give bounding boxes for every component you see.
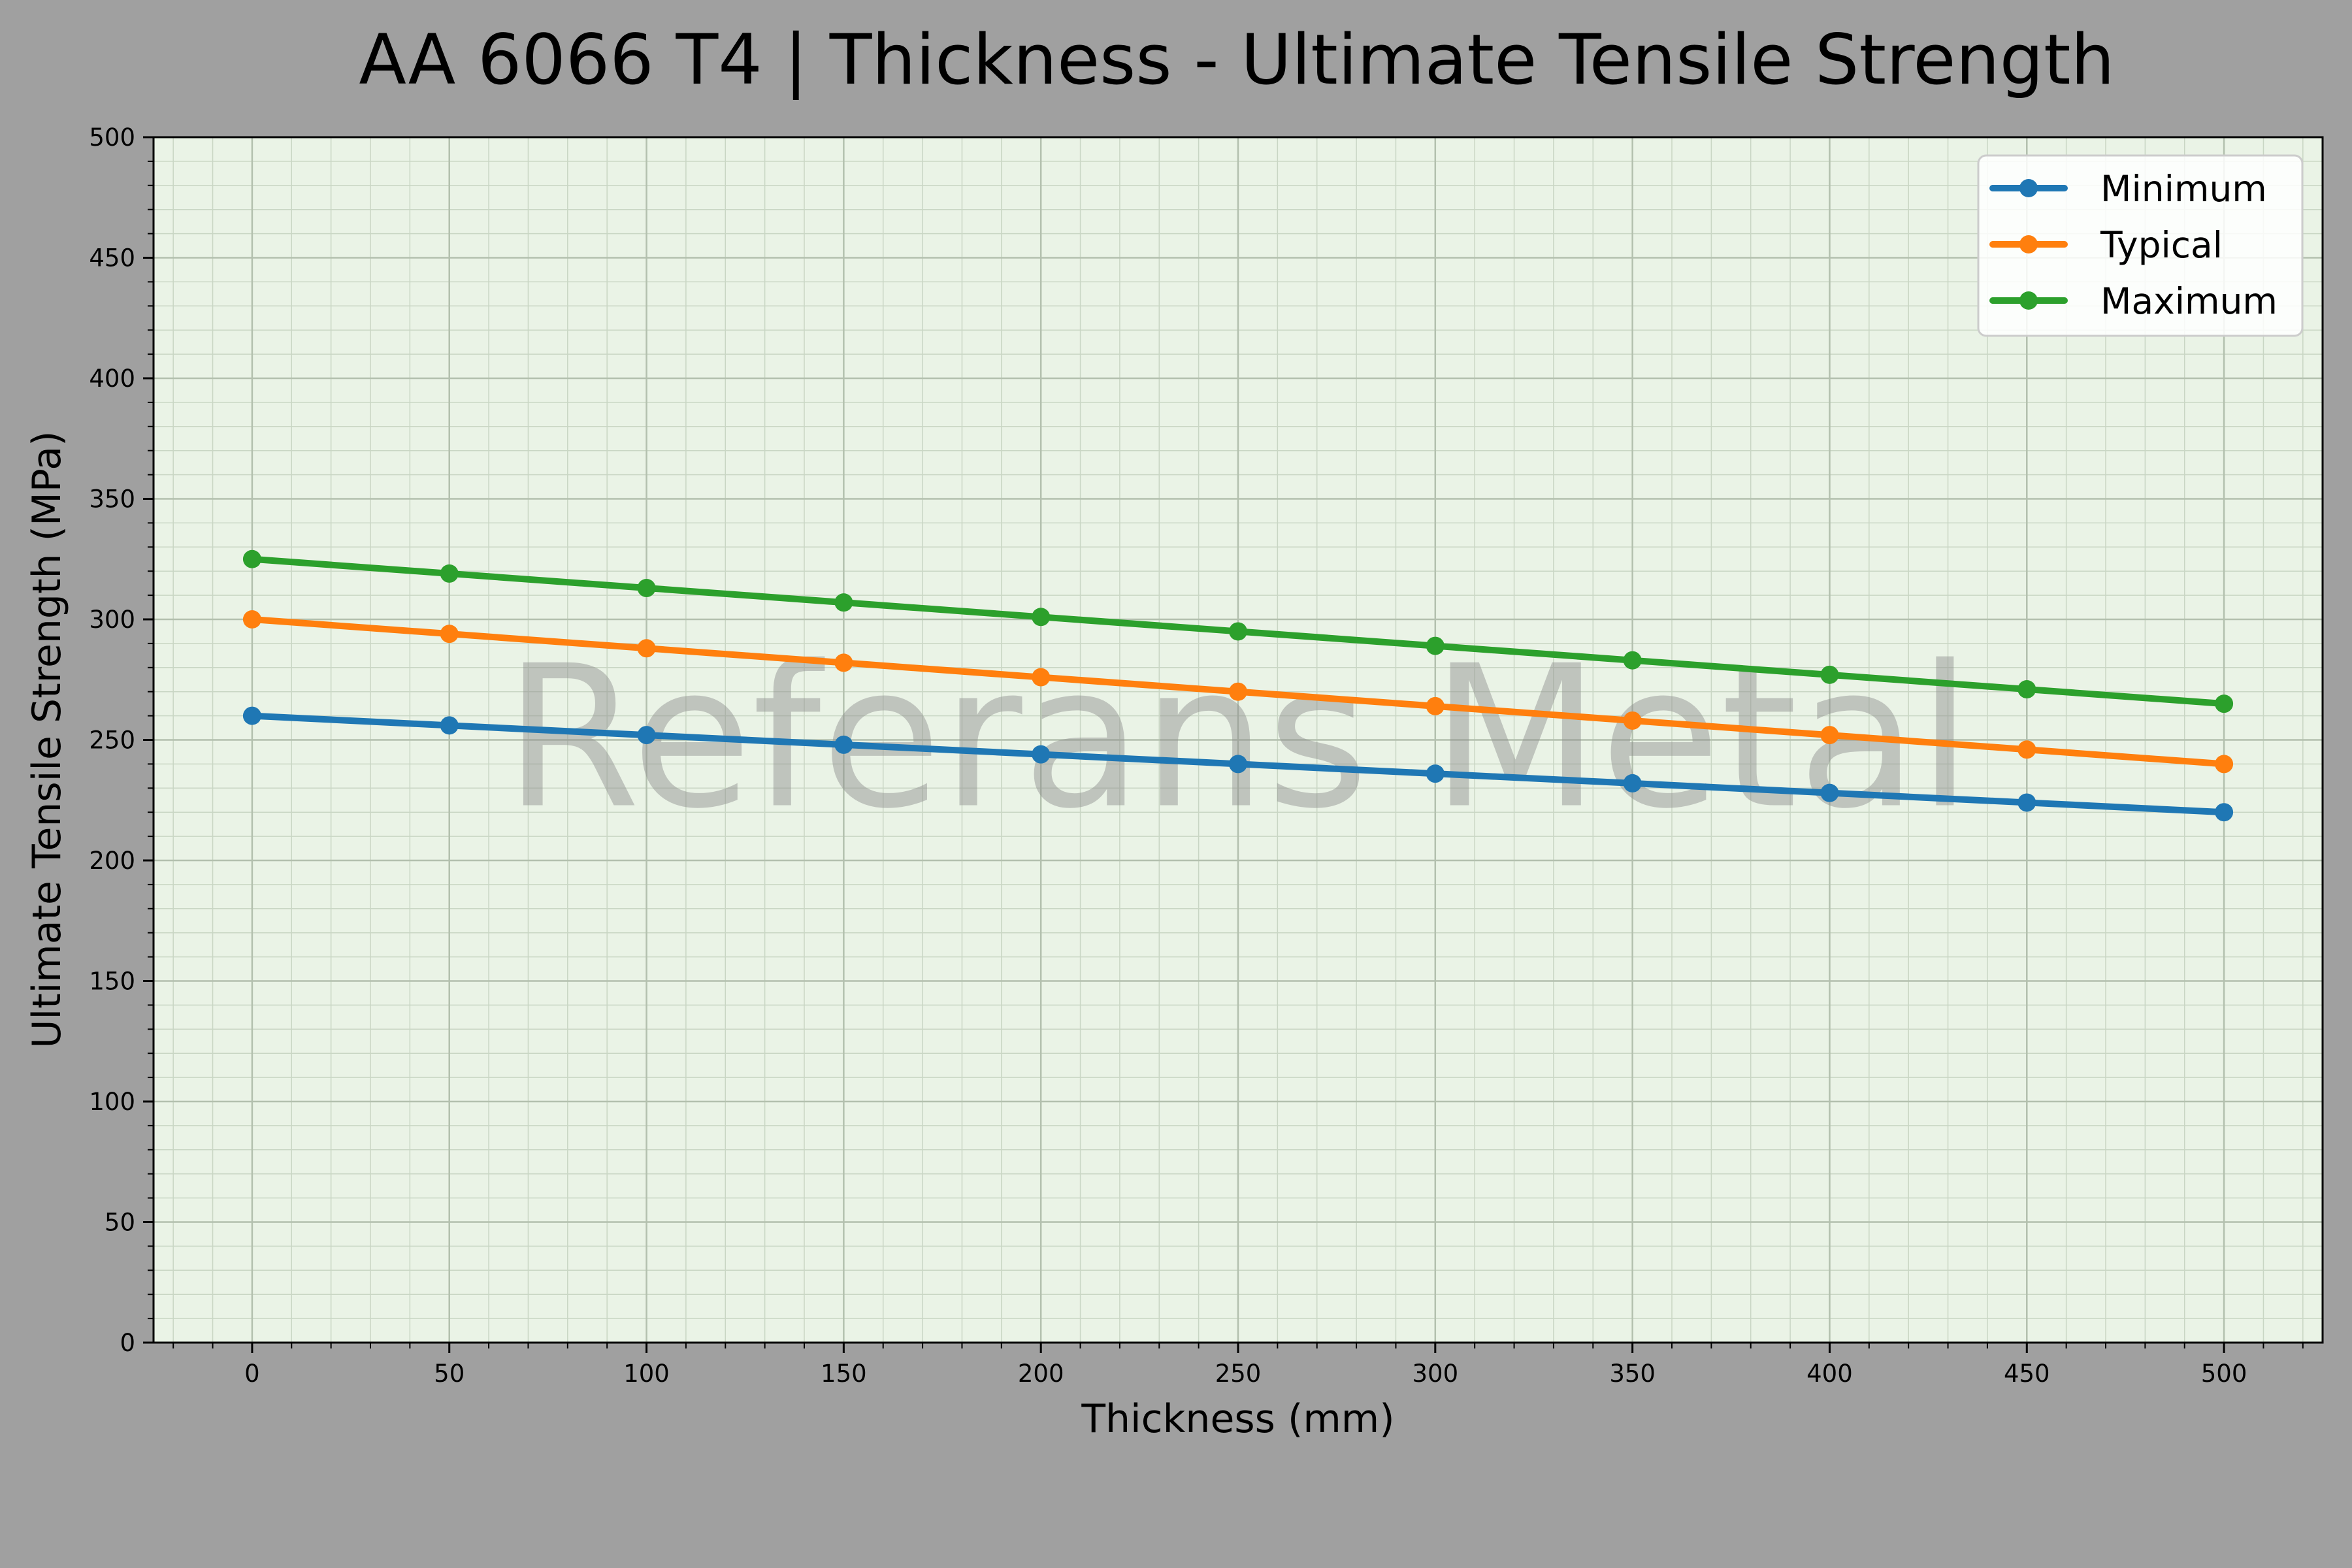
series-minimum: [242, 706, 2234, 822]
data-point-typical: [2215, 755, 2234, 774]
data-point-typical: [1032, 668, 1051, 687]
data-point-typical: [2017, 740, 2036, 759]
x-axis-label: Thickness (mm): [1081, 1396, 1394, 1442]
data-point-minimum: [1032, 745, 1051, 764]
x-tick-label: 150: [821, 1360, 867, 1388]
data-point-minimum: [440, 716, 459, 735]
plot-area: Referans Metal 0 50 100 150 200 250 300 350 400 4…: [89, 123, 2324, 1388]
y-tick-label: 500: [89, 123, 135, 152]
data-point-minimum: [637, 726, 656, 745]
series-layer: [242, 549, 2234, 822]
x-tick-label: 0: [244, 1360, 260, 1388]
axis-tick-labels: 0 50 100 150 200 250 300 350 400 450 500 0 50 100 150 2…: [89, 123, 2247, 1388]
data-point-typical: [440, 625, 459, 644]
y-tick-label: 100: [89, 1088, 135, 1116]
data-point-typical: [1623, 711, 1642, 730]
data-point-maximum: [834, 593, 853, 612]
legend-label: Typical: [2100, 224, 2223, 266]
data-point-maximum: [1623, 651, 1642, 670]
y-tick-label: 400: [89, 365, 135, 393]
legend-label: Maximum: [2100, 280, 2278, 322]
y-tick-label: 450: [89, 244, 135, 272]
data-point-maximum: [2215, 694, 2234, 713]
legend: Minimum Typical Maximum: [1977, 154, 2304, 337]
legend-item-maximum: Maximum: [1989, 280, 2278, 322]
legend-item-typical: Typical: [1989, 224, 2223, 266]
x-tick-label: 500: [2201, 1360, 2247, 1388]
legend-item-minimum: Minimum: [1989, 168, 2267, 210]
data-point-minimum: [2017, 793, 2036, 812]
data-point-maximum: [1229, 622, 1247, 641]
x-tick-label: 450: [2004, 1360, 2050, 1388]
x-tick-label: 350: [1609, 1360, 1656, 1388]
x-tick-label: 50: [434, 1360, 465, 1388]
data-point-minimum: [1426, 764, 1445, 783]
data-point-maximum: [440, 564, 459, 583]
y-tick-label: 350: [89, 485, 135, 514]
x-tick-label: 300: [1413, 1360, 1459, 1388]
y-axis-label: Ultimate Tensile Strength (MPa): [24, 431, 70, 1049]
data-point-minimum: [2215, 803, 2234, 822]
data-point-typical: [1820, 726, 1839, 745]
x-tick-label: 200: [1018, 1360, 1064, 1388]
y-tick-label: 0: [120, 1329, 135, 1357]
y-tick-label: 150: [89, 968, 135, 996]
x-tick-label: 400: [1806, 1360, 1853, 1388]
data-point-typical: [1229, 682, 1247, 701]
axis-ticks: [143, 136, 2304, 1353]
data-point-maximum: [2017, 680, 2036, 699]
data-point-maximum: [1820, 665, 1839, 684]
series-maximum: [242, 549, 2234, 713]
data-point-maximum: [1426, 636, 1445, 655]
y-tick-label: 300: [89, 606, 135, 634]
legend-label: Minimum: [2100, 168, 2267, 210]
legend-box: [1977, 154, 2304, 337]
series-typical: [242, 610, 2234, 774]
data-point-maximum: [637, 579, 656, 598]
data-point-typical: [834, 653, 853, 672]
data-point-typical: [1426, 696, 1445, 715]
legend-swatch-marker: [2019, 179, 2038, 197]
data-point-minimum: [1229, 755, 1247, 774]
data-point-typical: [637, 639, 656, 658]
data-point-maximum: [242, 549, 261, 568]
legend-swatch-marker: [2019, 235, 2038, 253]
chart-title: AA 6066 T4 | Thickness - Ultimate Tensil…: [359, 20, 2114, 101]
x-tick-label: 250: [1215, 1360, 1262, 1388]
data-point-maximum: [1032, 608, 1051, 627]
data-point-typical: [242, 610, 261, 629]
data-point-minimum: [242, 706, 261, 725]
y-tick-label: 200: [89, 847, 135, 875]
legend-swatch-marker: [2019, 291, 2038, 310]
data-point-minimum: [1820, 783, 1839, 802]
x-tick-label: 100: [623, 1360, 670, 1388]
data-point-minimum: [834, 735, 853, 754]
y-tick-label: 250: [89, 727, 135, 755]
y-tick-label: 50: [105, 1209, 135, 1237]
data-point-minimum: [1623, 774, 1642, 792]
